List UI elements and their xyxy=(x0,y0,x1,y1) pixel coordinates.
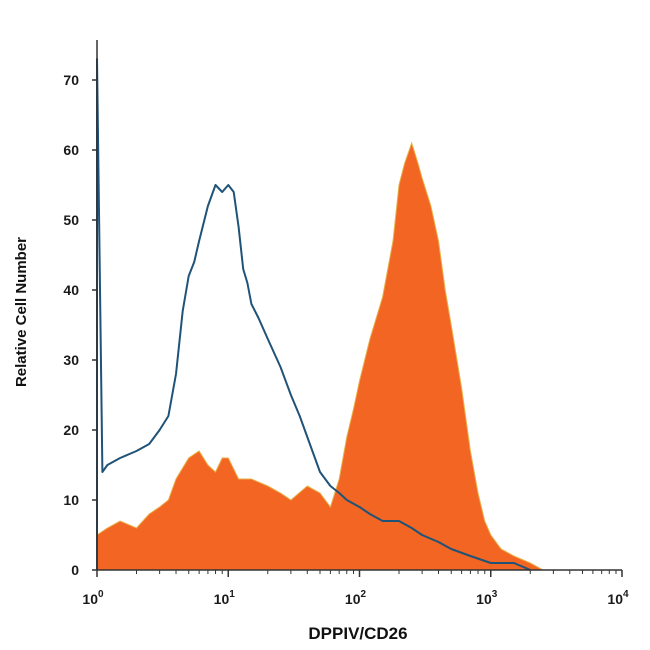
outline-histogram-series xyxy=(96,58,531,571)
y-tick-label: 40 xyxy=(63,282,79,298)
x-axis-title: DPPIV/CD26 xyxy=(308,624,407,643)
y-tick-label: 10 xyxy=(63,492,79,508)
x-axis-ticks: 100 101 102 103 104 xyxy=(82,570,629,607)
x-tick-label: 101 xyxy=(214,589,236,607)
x-tick-label: 102 xyxy=(345,589,367,607)
y-tick-label: 60 xyxy=(63,142,79,158)
x-tick-label: 100 xyxy=(82,589,104,607)
y-tick-label: 70 xyxy=(63,72,79,88)
y-tick-label: 30 xyxy=(63,352,79,368)
x-tick-label: 104 xyxy=(607,589,629,607)
filled-histogram-series xyxy=(96,141,544,571)
y-axis-title: Relative Cell Number xyxy=(13,237,30,387)
y-axis-ticks: 0 10 20 30 40 50 60 70 xyxy=(63,72,97,578)
plot-area xyxy=(96,58,544,571)
y-tick-label: 50 xyxy=(63,212,79,228)
x-tick-label: 103 xyxy=(476,589,498,607)
y-tick-label: 20 xyxy=(63,422,79,438)
y-tick-label: 0 xyxy=(71,562,79,578)
